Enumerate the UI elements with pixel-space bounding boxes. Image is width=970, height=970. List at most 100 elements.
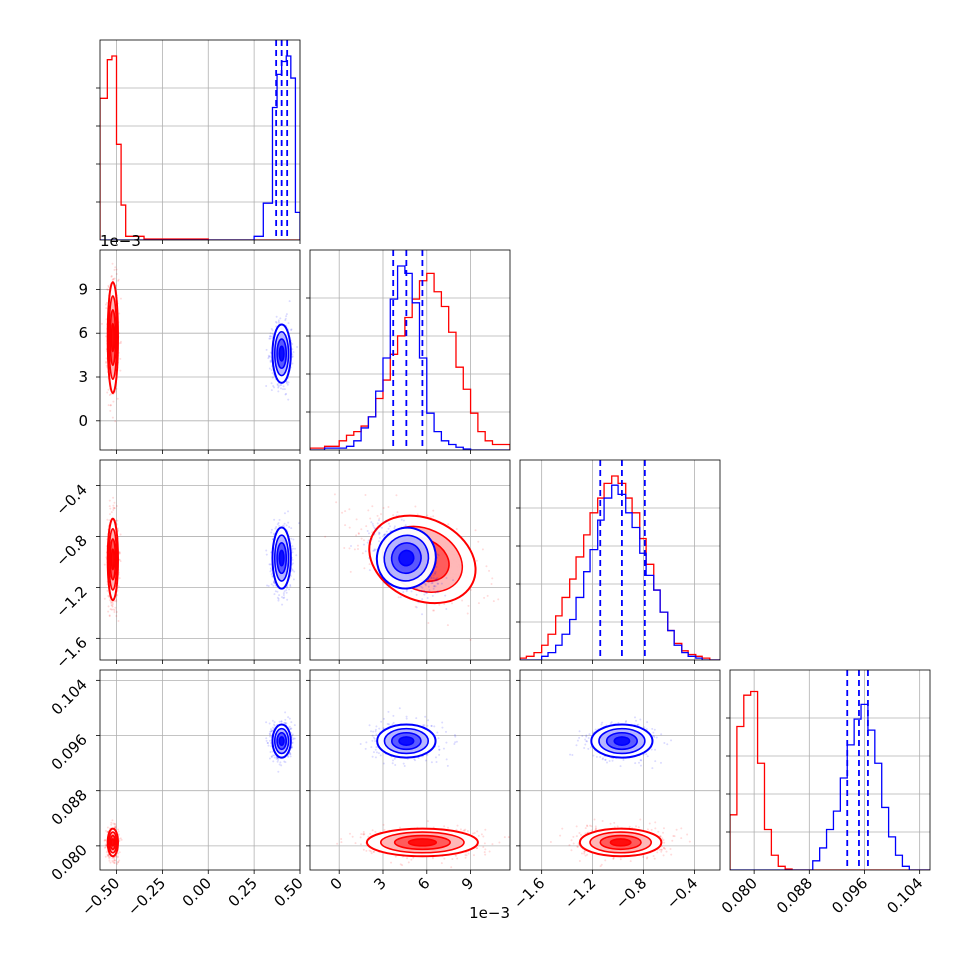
scatter-point — [278, 322, 281, 325]
scatter-point — [118, 851, 121, 854]
scatter-point — [282, 592, 285, 595]
scatter-point — [366, 529, 369, 532]
scatter-point — [427, 581, 430, 584]
scatter-point — [104, 846, 107, 849]
scatter-point — [466, 612, 469, 615]
scatter-point — [418, 590, 421, 593]
scatter-point — [114, 859, 117, 862]
scatter-point — [289, 583, 292, 586]
scatter-point — [467, 604, 470, 607]
scatter-point — [291, 356, 294, 359]
scatter-point — [387, 522, 390, 525]
scatter-point — [432, 574, 435, 577]
scatter-point — [367, 532, 370, 535]
scatter-point — [110, 393, 113, 396]
scatter-point — [107, 854, 110, 857]
scatter-point — [400, 518, 403, 521]
scatter-point — [290, 746, 293, 749]
scatter-point — [430, 582, 433, 585]
scatter-point — [108, 499, 111, 502]
scatter-point — [423, 582, 426, 585]
scatter-point — [435, 566, 438, 569]
scatter-point — [378, 526, 381, 529]
scatter-point — [110, 821, 113, 824]
scatter-point — [112, 400, 115, 403]
scatter-point — [107, 595, 110, 598]
scatter-point — [267, 584, 270, 587]
scatter-point — [108, 393, 111, 396]
scatter-point — [283, 388, 286, 391]
scatter-point — [291, 569, 294, 572]
scatter-point — [461, 599, 464, 602]
scatter-point — [285, 591, 288, 594]
scatter-point — [273, 533, 276, 536]
scatter-point — [109, 507, 112, 510]
scatter-point — [451, 602, 454, 605]
scatter-point — [436, 582, 439, 585]
scatter-point — [276, 596, 279, 599]
scatter-point — [287, 716, 290, 719]
scatter-point — [341, 511, 344, 514]
scatter-point — [290, 537, 293, 540]
panel-frame — [519, 459, 721, 661]
scatter-point — [368, 556, 371, 559]
scatter-point — [384, 533, 387, 536]
scatter-point — [279, 384, 282, 387]
scatter-point — [268, 563, 271, 566]
scatter-point — [273, 581, 276, 584]
scatter-point — [270, 327, 273, 330]
scatter-panel — [103, 496, 300, 623]
scatter-point — [112, 277, 115, 280]
scatter-point — [433, 585, 436, 588]
scatter-point — [284, 718, 287, 721]
scatter-point — [475, 559, 478, 562]
scatter-point — [367, 539, 370, 542]
scatter-point — [335, 501, 338, 504]
scatter-point — [112, 508, 115, 511]
scatter-point — [283, 525, 286, 528]
scatter-point — [399, 596, 402, 599]
scatter-point — [110, 601, 113, 604]
scatter-point — [111, 605, 114, 608]
scatter-point — [108, 857, 111, 860]
histogram-series-1 — [100, 55, 300, 240]
scatter-point — [116, 527, 119, 530]
scatter-point — [284, 721, 287, 724]
scatter-point — [105, 361, 108, 364]
histogram-series-1 — [730, 690, 930, 870]
scatter-point — [285, 586, 288, 589]
scatter-point — [291, 558, 294, 561]
scatter-point — [107, 286, 110, 289]
scatter-point — [324, 535, 327, 538]
scatter-point — [427, 585, 430, 588]
scatter-point — [383, 533, 386, 536]
scatter-point — [483, 596, 486, 599]
scatter-point — [291, 562, 294, 565]
scatter-panel — [324, 493, 500, 641]
scatter-point — [108, 599, 111, 602]
scatter-point — [270, 382, 273, 385]
scatter-point — [271, 750, 274, 753]
scatter-point — [362, 543, 365, 546]
scatter-point — [357, 547, 360, 550]
scatter-point — [414, 505, 417, 508]
scatter-point — [373, 548, 376, 551]
scatter-point — [118, 585, 121, 588]
scatter-point — [272, 723, 275, 726]
scatter-point — [113, 823, 116, 826]
scatter-point — [267, 355, 270, 358]
scatter-point — [108, 519, 111, 522]
scatter-point — [275, 757, 278, 760]
scatter-point — [289, 585, 292, 588]
scatter-point — [272, 760, 275, 763]
scatter-point — [424, 584, 427, 587]
scatter-point — [481, 548, 484, 551]
scatter-point — [273, 593, 276, 596]
scatter-point — [395, 494, 398, 497]
scatter-point — [109, 409, 112, 412]
scatter-point — [112, 496, 115, 499]
scatter-point — [272, 584, 275, 587]
scatter-point — [421, 598, 424, 601]
scatter-point — [271, 333, 274, 336]
scatter-point — [276, 384, 279, 387]
